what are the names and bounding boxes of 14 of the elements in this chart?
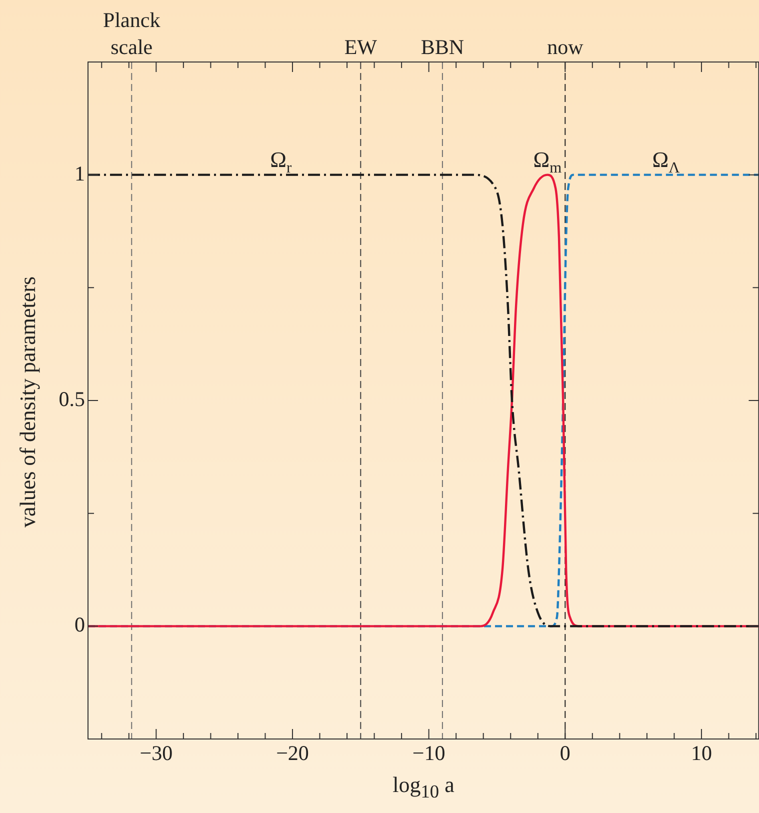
y-tick-label: 0 xyxy=(74,612,85,637)
ref-line-label: BBN xyxy=(420,35,464,59)
x-tick-label: −10 xyxy=(412,741,446,766)
x-axis-title: log$_{10}$ a xyxy=(392,772,456,802)
y-tick-label: 0.5 xyxy=(58,387,85,412)
ref-line-label: now xyxy=(547,35,584,59)
ref-line-label: EW xyxy=(344,35,378,59)
x-tick-label: 10 xyxy=(690,741,712,766)
y-axis-title: values of density parameters xyxy=(15,276,41,528)
y-tick-label: 1 xyxy=(74,161,85,186)
ref-line-label: Planck scale xyxy=(103,8,161,59)
x-tick-label: 0 xyxy=(560,741,570,766)
x-tick-label: −30 xyxy=(140,741,173,766)
x-tick-label: −20 xyxy=(276,741,309,766)
